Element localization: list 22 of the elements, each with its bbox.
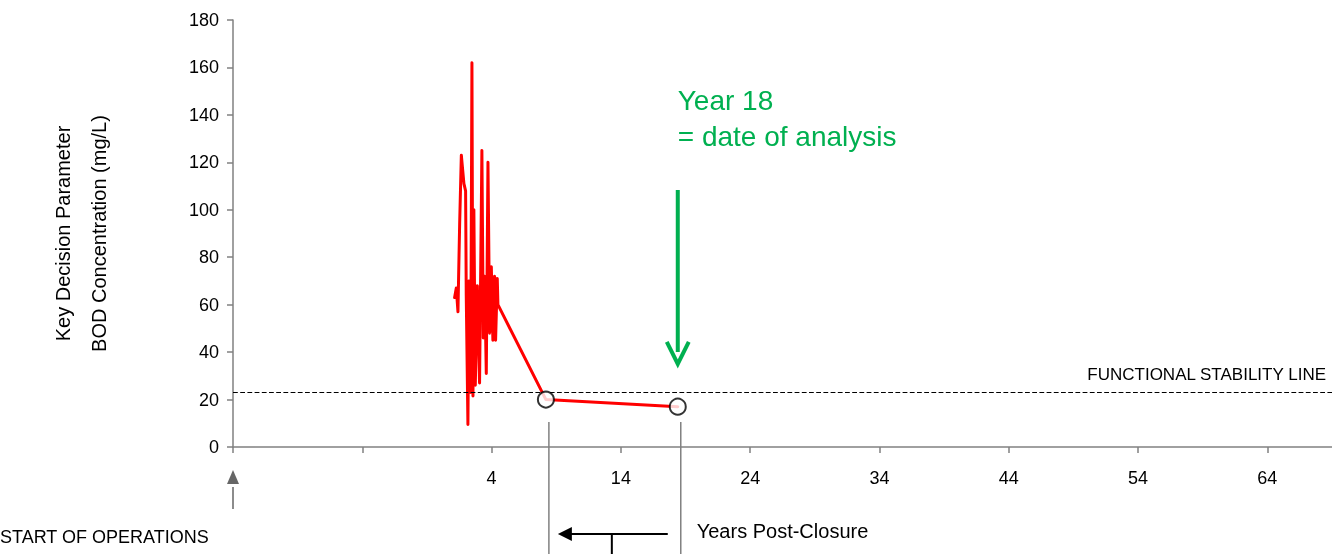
x-tick-label: 44 — [998, 468, 1019, 488]
y-tick-label: 160 — [188, 57, 219, 78]
y-axis-title: Key Decision Parameter BOD Concentration (mg/L) — [52, 115, 110, 352]
y-tick-label: 40 — [198, 342, 219, 363]
x-tick-label: 34 — [869, 468, 890, 488]
y-tick-label: 60 — [198, 294, 219, 315]
y-tick-label: 140 — [188, 104, 219, 125]
text: START OF OPERATIONS — [0, 527, 209, 547]
annotation: Year 18 = date of analysis — [677, 85, 897, 153]
x-tick-label: 24 — [740, 468, 761, 488]
y-tick-label: 80 — [198, 247, 219, 268]
y-tick-label: 0 — [208, 437, 219, 457]
x-axis-title: Years Post-Closure — [696, 520, 869, 542]
ref-line-label: FUNCTIONAL STABILITY LINE — [1087, 365, 1326, 385]
y-tick-label: 120 — [188, 152, 219, 173]
y-tick-label: 100 — [188, 199, 219, 220]
x-tick-label: 14 — [610, 468, 631, 488]
y-tick-label: 180 — [188, 10, 219, 30]
x-tick-label: 64 — [1257, 468, 1278, 488]
x-tick-label: 4 — [486, 468, 497, 488]
x-tick-label: 54 — [1128, 468, 1149, 488]
y-tick-label: 20 — [198, 389, 219, 410]
